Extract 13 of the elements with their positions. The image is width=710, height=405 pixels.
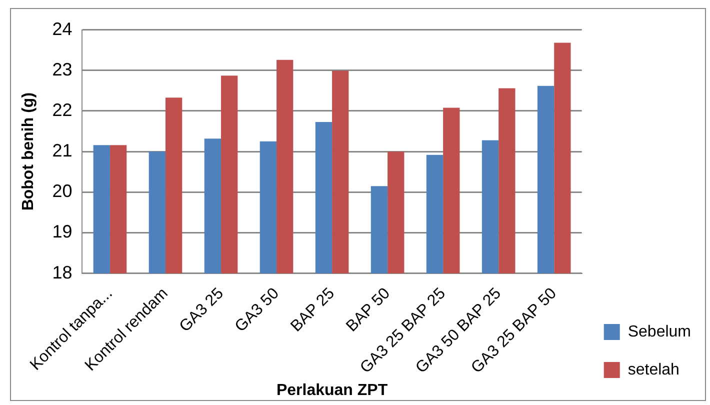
x-axis-title: Perlakuan ZPT: [276, 382, 388, 399]
x-tick-label: GA3 50: [232, 284, 283, 336]
x-tick-label: GA3 25: [176, 284, 228, 336]
y-tick-label: 20: [52, 181, 72, 202]
y-tick-label: 22: [52, 100, 72, 120]
y-tick-label: 23: [52, 59, 72, 80]
y-axis-title: Bobot benih (g): [20, 92, 38, 211]
y-tick-label: 19: [52, 222, 72, 242]
legend-label: Sebelum: [628, 323, 692, 340]
y-tick-label: 21: [52, 140, 72, 161]
y-tick-label: 24: [52, 18, 72, 39]
y-tick-label: 18: [52, 262, 72, 282]
legend-label: setelah: [628, 361, 680, 378]
